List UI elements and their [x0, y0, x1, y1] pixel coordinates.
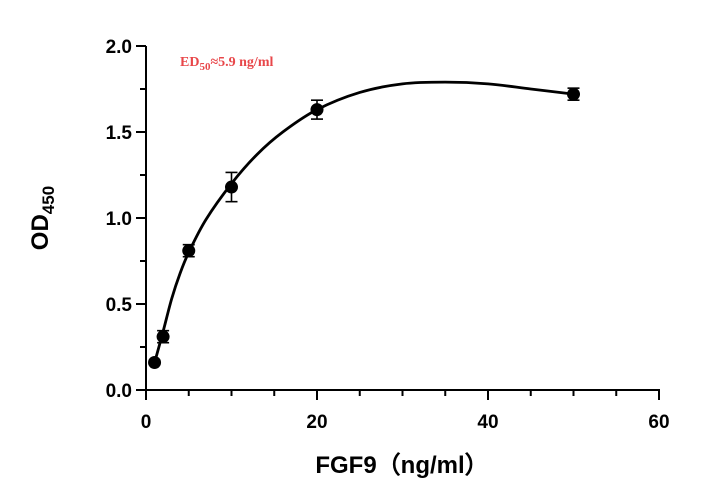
data-point	[148, 355, 162, 369]
y-tick-label: 0.5	[106, 295, 133, 316]
fit-curve-layer	[151, 80, 574, 368]
x-axis-title: FGF9（ng/ml）	[315, 452, 488, 479]
annotation-ed50: ED50≈5.9 ng/ml	[180, 55, 273, 73]
annotation-sub: 50	[199, 61, 211, 73]
data-point	[567, 87, 580, 101]
x-tick-label: 20	[306, 412, 327, 433]
data-point	[310, 103, 324, 117]
x-tick-label: 0	[141, 412, 152, 433]
data-points-layer	[148, 87, 580, 369]
data-point	[225, 180, 238, 194]
x-tick-label: 40	[477, 412, 498, 433]
y-axis-title-main: OD	[27, 214, 54, 250]
fit-curve	[151, 80, 574, 368]
x-tick-label: 60	[648, 412, 669, 433]
y-tick-label: 1.5	[106, 123, 133, 144]
axes: 0.0 0.5 1.0 1.5 2.0 0 20 40 60	[106, 37, 670, 433]
data-point	[156, 330, 170, 344]
y-tick-label: 1.0	[106, 209, 132, 230]
y-axis-title: OD450	[27, 186, 58, 250]
y-tick-label: 2.0	[106, 37, 132, 58]
annotation-suffix: ≈5.9 ng/ml	[210, 55, 273, 70]
y-axis-title-sub: 450	[39, 186, 58, 214]
data-point	[182, 244, 196, 258]
annotation-prefix: ED	[180, 55, 199, 70]
y-tick-label: 0.0	[106, 381, 132, 402]
